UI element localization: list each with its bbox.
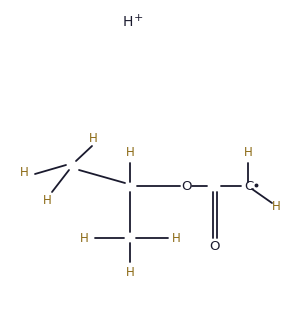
Text: H: H (80, 231, 88, 245)
Text: O: O (209, 239, 219, 253)
Text: +: + (133, 13, 143, 23)
Text: O: O (181, 179, 191, 193)
Text: H: H (172, 231, 180, 245)
Text: H: H (43, 194, 51, 206)
Text: C: C (244, 179, 253, 193)
Text: H: H (272, 199, 280, 213)
Text: H: H (123, 15, 133, 29)
Text: H: H (126, 145, 134, 159)
Text: H: H (126, 265, 134, 279)
Text: H: H (244, 145, 252, 159)
Text: H: H (20, 167, 28, 179)
Text: H: H (89, 133, 97, 145)
